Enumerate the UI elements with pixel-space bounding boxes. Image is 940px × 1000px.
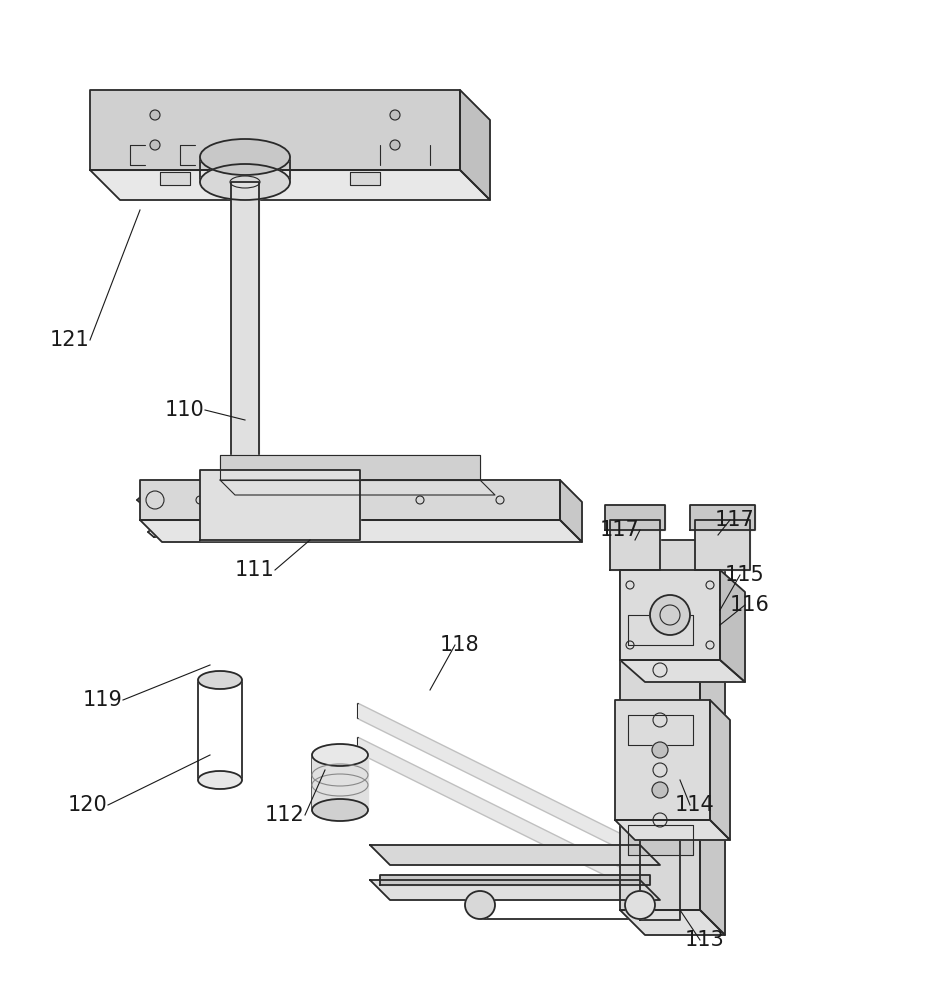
Polygon shape xyxy=(90,90,460,170)
Polygon shape xyxy=(700,540,725,935)
Polygon shape xyxy=(380,875,650,885)
Polygon shape xyxy=(720,570,745,682)
Text: 118: 118 xyxy=(440,635,479,655)
Polygon shape xyxy=(628,715,693,745)
Circle shape xyxy=(653,713,667,727)
Circle shape xyxy=(150,140,160,150)
Circle shape xyxy=(652,782,668,798)
Text: 119: 119 xyxy=(83,690,123,710)
Polygon shape xyxy=(140,480,560,520)
Polygon shape xyxy=(370,845,660,865)
Polygon shape xyxy=(160,172,190,185)
Polygon shape xyxy=(620,570,720,660)
Circle shape xyxy=(652,742,668,758)
Polygon shape xyxy=(628,825,693,855)
Polygon shape xyxy=(640,780,680,920)
Polygon shape xyxy=(460,90,490,200)
Ellipse shape xyxy=(198,671,242,689)
Circle shape xyxy=(390,110,400,120)
Polygon shape xyxy=(615,820,730,840)
Polygon shape xyxy=(710,700,730,840)
Polygon shape xyxy=(620,910,725,935)
Ellipse shape xyxy=(200,139,290,175)
Polygon shape xyxy=(615,700,710,820)
Text: 111: 111 xyxy=(235,560,274,580)
Ellipse shape xyxy=(312,799,368,821)
Circle shape xyxy=(653,813,667,827)
Text: 117: 117 xyxy=(600,520,640,540)
Text: 112: 112 xyxy=(265,805,305,825)
Polygon shape xyxy=(620,660,745,682)
Text: 115: 115 xyxy=(725,565,765,585)
Polygon shape xyxy=(610,520,660,570)
Text: 114: 114 xyxy=(675,795,715,815)
Ellipse shape xyxy=(625,891,655,919)
Circle shape xyxy=(653,763,667,777)
Ellipse shape xyxy=(200,164,290,200)
Ellipse shape xyxy=(198,771,242,789)
Text: 120: 120 xyxy=(68,795,108,815)
Circle shape xyxy=(653,663,667,677)
Circle shape xyxy=(650,595,690,635)
Polygon shape xyxy=(200,470,360,540)
Polygon shape xyxy=(628,615,693,645)
Polygon shape xyxy=(370,880,660,900)
Polygon shape xyxy=(350,172,380,185)
Text: 117: 117 xyxy=(715,510,755,530)
Polygon shape xyxy=(220,455,480,480)
Ellipse shape xyxy=(465,891,495,919)
Polygon shape xyxy=(358,738,640,892)
Polygon shape xyxy=(620,540,700,910)
Text: 110: 110 xyxy=(165,400,205,420)
Polygon shape xyxy=(231,182,259,500)
Polygon shape xyxy=(358,704,640,858)
Text: 116: 116 xyxy=(730,595,770,615)
Polygon shape xyxy=(140,520,582,542)
Circle shape xyxy=(390,140,400,150)
Polygon shape xyxy=(90,170,490,200)
Polygon shape xyxy=(605,505,665,530)
Polygon shape xyxy=(690,505,755,530)
Polygon shape xyxy=(220,480,495,495)
Ellipse shape xyxy=(312,744,368,766)
Polygon shape xyxy=(695,520,750,570)
Text: 121: 121 xyxy=(50,330,90,350)
Circle shape xyxy=(150,110,160,120)
Polygon shape xyxy=(312,755,368,810)
Text: 113: 113 xyxy=(685,930,725,950)
Polygon shape xyxy=(560,480,582,542)
